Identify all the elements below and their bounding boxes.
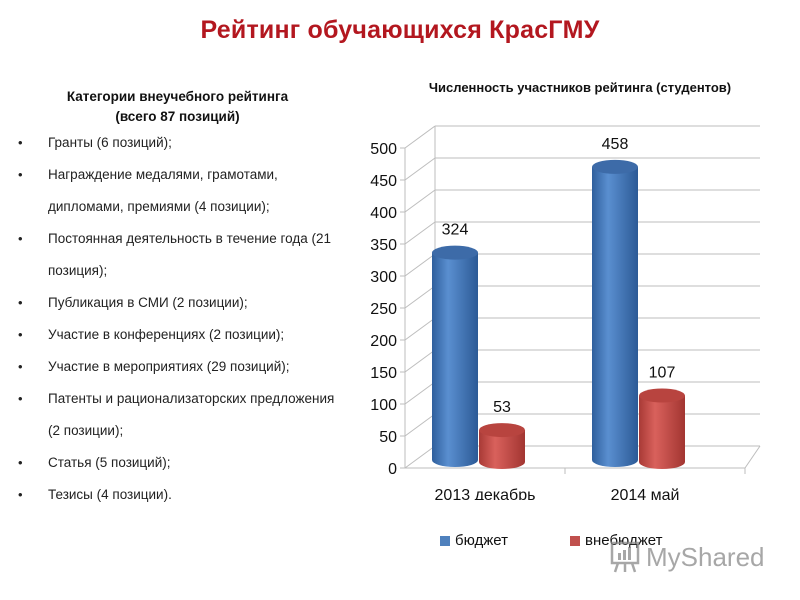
data-label: 458 (602, 136, 629, 153)
watermark: MyShared (610, 540, 765, 574)
list-item: Постоянная деятельность в течение года (… (18, 223, 338, 287)
x-tick-label: 2014 май (611, 487, 680, 500)
y-tick-label: 0 (388, 461, 397, 478)
chart-legend: бюджет внебюджет (440, 532, 662, 549)
list-item: Гранты (6 позиций); (18, 127, 338, 159)
legend-item-budget: бюджет (440, 532, 508, 549)
list-item: Публикация в СМИ (2 позиции); (18, 287, 338, 319)
legend-swatch-extrabudget (570, 535, 581, 546)
chart-title: Численность участников рейтинга (студент… (428, 80, 732, 95)
categories-heading-line1: Категории внеучебного рейтинга (66, 89, 289, 104)
legend-label-budget: бюджет (455, 532, 509, 549)
y-tick-label: 400 (370, 205, 397, 222)
watermark-text: MyShared (646, 541, 765, 572)
list-item: Патенты и рационализаторских предложения… (18, 383, 338, 447)
y-tick-label: 150 (370, 365, 397, 382)
data-label: 53 (493, 399, 511, 416)
bar-budget-0: 324 (432, 222, 478, 467)
list-item: Участие в мероприятиях (29 позиций); (18, 351, 338, 383)
y-axis: 0 50 100 150 200 250 300 350 400 450 500 (370, 141, 397, 478)
y-tick-label: 100 (370, 397, 397, 414)
legend-item-extrabudget: внебюджет (570, 532, 662, 549)
list-item: Тезисы (4 позиции). (18, 479, 338, 511)
y-tick-label: 450 (370, 173, 397, 190)
x-axis: 2013 декабрь 2014 май (435, 487, 680, 500)
presentation-board-icon (610, 541, 640, 573)
y-tick-label: 50 (379, 429, 397, 446)
list-item: Награждение медалями, грамотами, диплома… (18, 159, 338, 223)
y-tick-label: 250 (370, 301, 397, 318)
page-title: Рейтинг обучающихся КрасГМУ (200, 16, 600, 44)
bar-extrabudget-0: 53 (479, 399, 525, 469)
bar-extrabudget-1: 107 (639, 365, 685, 469)
y-tick-label: 300 (370, 269, 397, 286)
bar-chart: 0 50 100 150 200 250 300 350 400 450 500 324 53 458 1… (370, 125, 761, 500)
data-label: 324 (442, 222, 469, 239)
y-tick-label: 500 (370, 141, 397, 158)
list-item: Статья (5 позиций); (18, 447, 338, 479)
x-tick-label: 2013 декабрь (435, 487, 536, 500)
y-tick-label: 200 (370, 333, 397, 350)
categories-heading: Категории внеучебного рейтинга (всего 87… (20, 87, 335, 127)
categories-heading-line2: (всего 87 позиций) (115, 109, 240, 124)
bar-budget-1: 458 (592, 136, 638, 467)
y-tick-label: 350 (370, 237, 397, 254)
legend-swatch-budget (440, 535, 450, 546)
categories-list: Гранты (6 позиций); Награждение медалями… (18, 127, 338, 511)
bars: 324 53 458 107 (432, 136, 685, 469)
legend-label-extrabudget: внебюджет (585, 532, 663, 549)
list-item: Участие в конференциях (2 позиции); (18, 319, 338, 351)
data-label: 107 (649, 365, 676, 382)
